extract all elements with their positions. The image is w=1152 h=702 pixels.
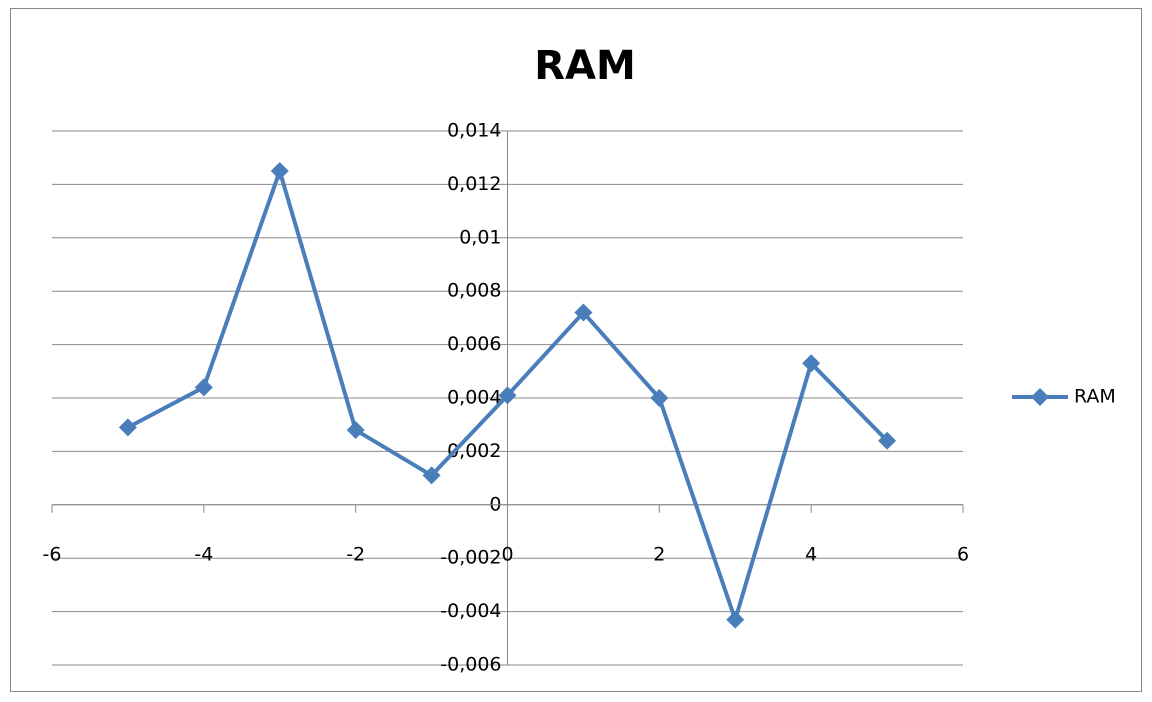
y-tick-label: -0,004	[440, 600, 501, 622]
x-tick-label: 6	[957, 543, 969, 565]
point-marker	[574, 303, 593, 322]
y-tick-label: -0,002	[440, 547, 501, 569]
point-marker	[878, 431, 897, 450]
x-tick-label: 0	[501, 543, 513, 565]
point-marker	[498, 386, 517, 405]
legend-marker	[1031, 388, 1049, 406]
y-tick-label: 0,006	[447, 333, 501, 355]
chart-frame	[10, 8, 1142, 692]
point-marker	[118, 418, 137, 437]
y-tick-label: 0,01	[459, 226, 501, 248]
point-marker	[726, 610, 745, 629]
point-marker	[346, 421, 365, 440]
point-marker	[802, 354, 821, 373]
y-tick-label: 0,012	[447, 173, 501, 195]
y-tick-label: 0,004	[447, 387, 501, 409]
x-tick-label: -2	[346, 543, 365, 565]
y-tick-label: -0,006	[440, 654, 501, 676]
y-tick-label: 0,008	[447, 280, 501, 302]
x-tick-label: 2	[653, 543, 665, 565]
x-tick-label: 4	[805, 543, 817, 565]
point-marker	[270, 162, 289, 181]
point-marker	[650, 389, 669, 407]
legend-label: RAM	[1074, 386, 1116, 408]
point-marker	[422, 466, 441, 485]
y-tick-label: 0,014	[447, 120, 501, 142]
chart-title: RAM	[534, 43, 636, 89]
x-tick-label: -4	[194, 543, 213, 565]
x-tick-label: -6	[43, 543, 62, 565]
point-marker	[194, 378, 213, 397]
